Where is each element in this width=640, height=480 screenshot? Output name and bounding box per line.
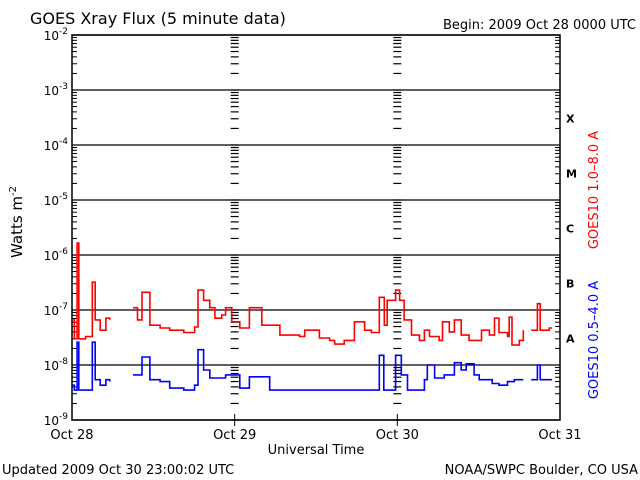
legend-long-channel: GOES10 1.0–8.0 A <box>587 131 602 249</box>
flare-class-label: A <box>566 333 575 346</box>
series-group <box>72 242 553 391</box>
updated-label: Updated 2009 Oct 30 23:00:02 UTC <box>2 463 234 478</box>
chart-title: GOES Xray Flux (5 minute data) <box>30 9 286 28</box>
y-tick-label: 10-4 <box>44 137 69 153</box>
y-tick-label: 10-3 <box>44 82 68 98</box>
x-tick-label: Oct 30 <box>376 428 419 443</box>
series-long-channel-line <box>72 242 553 346</box>
x-tick-label: Oct 29 <box>213 428 256 443</box>
flare-class-label: X <box>566 113 575 126</box>
y-tick-label: 10-9 <box>44 412 69 428</box>
begin-label: Begin: 2009 Oct 28 0000 UTC <box>443 18 636 33</box>
y-tick-label: 10-5 <box>44 192 68 208</box>
legend-short-channel: GOES10 0.5–4.0 A <box>587 281 602 399</box>
flare-class-label: M <box>566 168 577 181</box>
flare-class-label: C <box>566 223 574 236</box>
source-label: NOAA/SWPC Boulder, CO USA <box>445 463 638 478</box>
plot-frame <box>71 34 561 421</box>
x-tick-label: Oct 31 <box>538 428 581 443</box>
flare-class-label: B <box>566 278 574 291</box>
x-axis-label: Universal Time <box>268 443 365 458</box>
y-tick-label: 10-8 <box>44 357 69 373</box>
y-tick-label: 10-2 <box>44 27 68 43</box>
y-tick-label: 10-6 <box>44 247 69 263</box>
series-short-channel-line <box>72 341 553 391</box>
y-tick-label: 10-7 <box>44 302 68 318</box>
x-tick-label: Oct 28 <box>50 428 93 443</box>
y-axis-label: Watts m-2 <box>8 186 26 258</box>
